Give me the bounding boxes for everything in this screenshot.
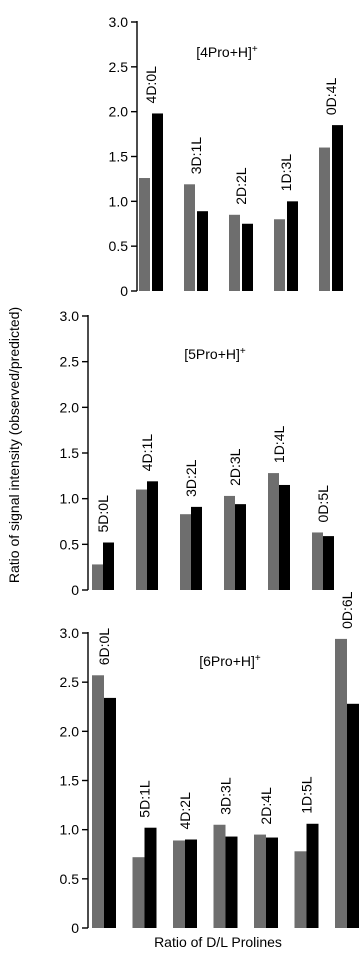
- panel-2: 0 0.5 1.0 1.5 2.0 2.5 3.0 5D:0L 4D:1L 3D:2L 2D:3L 1…: [60, 308, 334, 598]
- y-tick-label: 2.5: [109, 59, 129, 75]
- y-tick-label: 1.0: [109, 193, 129, 209]
- x-axis-title: Ratio of D/L Prolines: [154, 934, 282, 950]
- panel-title-superscript: +: [252, 44, 258, 55]
- y-tick-label: 0.5: [109, 238, 129, 254]
- bar-series-b: [266, 837, 278, 928]
- y-tick-label: 1.5: [109, 149, 129, 165]
- bar-series-a: [268, 473, 279, 590]
- category-label: 2D:2L: [233, 167, 249, 205]
- bar-series-b: [144, 827, 157, 928]
- bar-series-b: [306, 823, 319, 928]
- category-label: 2D:4L: [258, 787, 274, 825]
- category-label: 0D:5L: [315, 485, 331, 523]
- panel-title-superscript: +: [255, 653, 261, 664]
- y-tick-label: 0.5: [60, 871, 80, 887]
- category-label: 1D:5L: [299, 776, 315, 814]
- bar-series-a: [294, 851, 307, 928]
- bar-series-b: [287, 201, 298, 291]
- bar-series-b: [225, 836, 238, 928]
- y-tick-label: 3.0: [109, 14, 129, 30]
- panel-3: 0 0.5 1.0 1.5 2.0 2.5 3.0 6D:0L 5D:1L 4D:2L 3D:3L 2…: [60, 591, 359, 936]
- bar-series-b: [103, 542, 114, 590]
- bar-series-a: [312, 532, 323, 590]
- bar-series-b: [104, 697, 116, 928]
- y-tick-label: 3.0: [60, 625, 80, 641]
- bar-series-a: [229, 214, 240, 291]
- y-tick-label: 1.0: [60, 491, 80, 507]
- y-axis-title: Ratio of signal intensity (observed/pred…: [6, 307, 22, 583]
- panel-title-superscript: +: [240, 346, 246, 357]
- bar-series-b: [197, 211, 208, 291]
- bar-series-a: [180, 514, 191, 590]
- bar-series-a: [319, 147, 330, 291]
- bar-series-b: [235, 504, 246, 590]
- bar-series-a: [136, 489, 147, 590]
- panel-title: [5Pro+H]+: [184, 346, 246, 363]
- y-tick-label: 0: [120, 283, 128, 299]
- category-label: 1D:3L: [278, 154, 294, 192]
- bar-series-a: [335, 638, 347, 928]
- category-label: 0D:6L: [339, 591, 355, 629]
- y-tick-label: 0: [71, 582, 79, 598]
- bar-series-a: [254, 834, 266, 928]
- category-label: 4D:1L: [139, 434, 155, 472]
- bar-series-a: [139, 178, 150, 291]
- bar-series-a: [274, 219, 285, 291]
- bar-series-b: [152, 113, 163, 292]
- category-label: 2D:3L: [227, 448, 243, 486]
- y-tick-label: 1.5: [60, 445, 80, 461]
- panel-1: 0 0.5 1.0 1.5 2.0 2.5 3.0 4D:0L 3D:1L 2D:2L 1D:3L 0…: [109, 14, 343, 299]
- category-label: 1D:4L: [271, 426, 287, 464]
- category-label: 0D:4L: [323, 78, 339, 116]
- y-tick-label: 2.0: [109, 104, 129, 120]
- panel-title: [6Pro+H]+: [199, 653, 261, 670]
- y-tick-label: 1.0: [60, 822, 80, 838]
- y-tick-label: 0.5: [60, 536, 80, 552]
- y-tick-label: 3.0: [60, 308, 80, 324]
- bar-series-b: [242, 223, 253, 291]
- bar-series-b: [279, 484, 290, 590]
- bar-series-a: [184, 184, 195, 291]
- bar-series-b: [147, 481, 158, 590]
- bar-series-a: [92, 675, 104, 928]
- y-tick-label: 0: [71, 920, 79, 936]
- bar-series-b: [191, 506, 202, 590]
- category-label: 6D:0L: [96, 628, 112, 666]
- category-label: 5D:1L: [137, 780, 153, 818]
- category-label: 5D:0L: [95, 495, 111, 533]
- bar-series-b: [185, 839, 197, 928]
- bar-series-a: [132, 857, 145, 928]
- category-label: 4D:2L: [177, 792, 193, 830]
- y-tick-label: 2.0: [60, 399, 80, 415]
- category-label: 3D:1L: [188, 137, 204, 175]
- category-label: 3D:2L: [183, 459, 199, 497]
- category-label: 4D:0L: [143, 66, 159, 104]
- panels-layer: 0 0.5 1.0 1.5 2.0 2.5 3.0 4D:0L 3D:1L 2D:2L 1D:3L 0…: [60, 14, 359, 936]
- y-tick-label: 1.5: [60, 773, 80, 789]
- bar-series-b: [332, 125, 343, 291]
- bar-series-b: [323, 536, 334, 590]
- bar-series-a: [173, 840, 185, 928]
- y-tick-label: 2.5: [60, 674, 80, 690]
- category-label: 3D:3L: [218, 777, 234, 815]
- y-tick-label: 2.5: [60, 354, 80, 370]
- y-tick-label: 2.0: [60, 723, 80, 739]
- bar-series-a: [224, 495, 235, 590]
- bar-series-b: [347, 703, 359, 928]
- panel-title: [4Pro+H]+: [196, 44, 258, 61]
- bar-series-a: [92, 564, 103, 590]
- bar-series-a: [213, 824, 226, 928]
